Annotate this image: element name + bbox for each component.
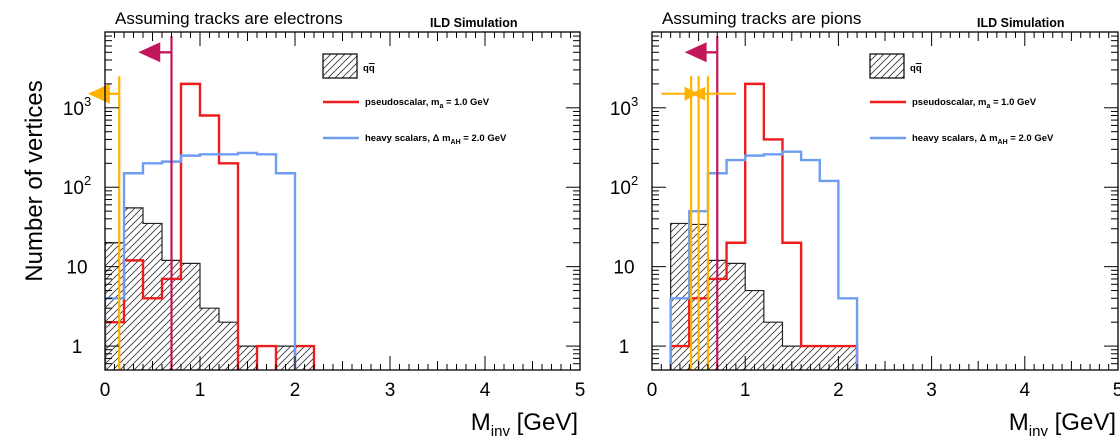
x-tick-label-3: 3 (385, 380, 396, 401)
x-tick-label-3: 3 (926, 380, 937, 401)
qq-bin-7 (238, 346, 257, 370)
cut-arrow-head-0 (138, 42, 161, 63)
x-tick-label-2: 2 (833, 380, 844, 401)
x-tick-label-1: 1 (195, 380, 206, 401)
qq-bin-7 (782, 346, 802, 370)
qq-bin-9 (276, 346, 295, 370)
x-tick-label-4: 4 (1020, 380, 1031, 401)
x-axis-label: Minv [GeV] (1009, 409, 1116, 439)
qq-bin-4 (726, 263, 746, 370)
plot-area (105, 36, 316, 370)
legend-label-heavy: heavy scalars, Δ mAH = 2.0 GeV (365, 133, 507, 146)
legend-label-heavy: heavy scalars, Δ mAH = 2.0 GeV (912, 133, 1054, 146)
qq-bin-5 (745, 290, 764, 370)
y-tick-label: 10 (613, 258, 634, 279)
legend-swatch-qq (322, 53, 358, 79)
qq-bin-1 (670, 223, 690, 370)
y-ticks (105, 31, 580, 371)
panel-electrons: 0 1 2 3 4 5 1 10 102 103 Assuming tracks are elect… (21, 9, 585, 439)
y-tick-label: 1 (72, 337, 83, 358)
legend-label-pseudoscalar: pseudoscalar, ma = 1.0 GeV (365, 97, 490, 110)
x-tick-label-5: 5 (575, 380, 586, 401)
qq-bin-10 (838, 346, 858, 370)
x-axis-label: Minv [GeV] (471, 409, 578, 439)
qq-bin-9 (819, 346, 839, 370)
double-arrow-head-1 (684, 86, 699, 101)
x-ticks (651, 32, 1119, 370)
plot-area (669, 36, 859, 370)
series-heavy (105, 151, 297, 370)
x-tick-label-2: 2 (290, 380, 301, 401)
series-pseudoscalar (105, 82, 316, 370)
qq-bin-10 (295, 346, 314, 370)
y-tick-label: 102 (610, 173, 638, 199)
x-tick-label-5: 5 (1113, 380, 1120, 401)
qq-bin-4 (181, 263, 200, 370)
panel-pions: 0 1 2 3 4 5 1 10 102 103 Assuming tracks are pions… (610, 9, 1120, 439)
ild-simulation-label: ILD Simulation (977, 16, 1065, 30)
y-tick-label: 102 (63, 173, 91, 199)
qq-bin-2 (143, 223, 162, 370)
legend-label-qq: qq (363, 63, 375, 74)
chart-title: Assuming tracks are pions (662, 9, 861, 28)
x-tick-label-1: 1 (740, 380, 751, 401)
y-tick-label: 103 (610, 94, 638, 120)
ild-simulation-label: ILD Simulation (430, 16, 518, 30)
x-tick-label-4: 4 (480, 380, 491, 401)
legend: qq pseudoscalar, ma = 1.0 GeV heavy scalar… (869, 53, 1054, 146)
legend-label-qq: qq (910, 63, 922, 74)
x-tick-label-0: 0 (100, 380, 111, 401)
cut-arrow-head-0 (684, 42, 707, 63)
qq-bin-6 (219, 322, 238, 370)
y-tick-label: 10 (66, 258, 87, 279)
chart-title: Assuming tracks are electrons (115, 9, 343, 28)
qq-bin-6 (763, 322, 783, 370)
x-tick-label-0: 0 (647, 380, 658, 401)
qq-bin-5 (200, 308, 219, 370)
x-ticks (104, 32, 581, 370)
legend: qq pseudoscalar, ma = 1.0 GeV heavy scalar… (322, 53, 507, 146)
series-qq-outline (105, 207, 315, 370)
legend-swatch-qq (869, 53, 905, 79)
y-ticks (652, 31, 1118, 371)
y-tick-label: 1 (619, 337, 630, 358)
y-axis-label: Number of vertices (21, 80, 48, 281)
y-tick-label: 103 (63, 94, 91, 120)
legend-label-pseudoscalar: pseudoscalar, ma = 1.0 GeV (912, 97, 1037, 110)
cut-arrow-head-1 (87, 83, 110, 104)
qq-bin-8 (801, 346, 820, 370)
qq-bin-1 (124, 207, 143, 370)
qq-bin-0 (105, 242, 124, 370)
